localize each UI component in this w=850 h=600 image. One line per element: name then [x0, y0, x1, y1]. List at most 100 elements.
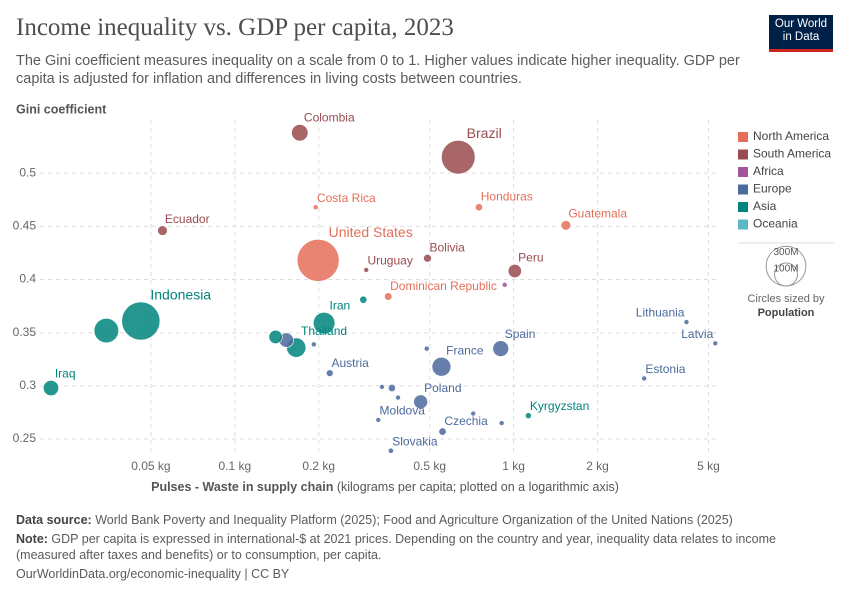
legend-label: Asia: [753, 199, 777, 213]
bubble: [475, 203, 483, 212]
legend-swatch: [738, 219, 748, 230]
bubble: [507, 264, 522, 279]
y-tick-label: 0.3: [19, 378, 36, 392]
bubble: [498, 420, 505, 426]
point-label: Poland: [424, 381, 461, 395]
chart-subtitle: The Gini coefficient measures inequality…: [16, 53, 740, 87]
point-label: Austria: [331, 356, 369, 370]
point-label: Ecuador: [165, 212, 210, 226]
chart: Gini coefficient Pulses - Waste in suppl…: [13, 102, 834, 494]
bubble: [470, 410, 476, 417]
bubble: [712, 340, 719, 347]
bubble: [560, 220, 572, 231]
point-label: Dominican Republic: [390, 279, 497, 293]
url[interactable]: OurWorldinData.org/economic-inequality |…: [16, 567, 290, 581]
point-label: Iraq: [55, 366, 76, 380]
point-label: Iran: [330, 298, 351, 312]
x-tick-label: 0.1 kg: [218, 459, 251, 473]
point-label: France: [446, 343, 484, 357]
bubble: [492, 340, 509, 357]
x-tick-label: 5 kg: [697, 459, 720, 473]
x-tick-label: 0.2 kg: [302, 459, 335, 473]
point-label: Indonesia: [150, 287, 211, 303]
bubble: [359, 295, 368, 304]
point-label: Slovakia: [392, 434, 438, 448]
bubble: [641, 375, 647, 382]
legend-swatch: [738, 184, 748, 195]
bubble: [441, 140, 476, 175]
logo[interactable]: Our World in Data: [769, 15, 833, 52]
x-tick-label: 0.5 kg: [413, 459, 446, 473]
legend-label: North America: [753, 129, 829, 143]
bubble: [525, 412, 532, 419]
bubble: [363, 267, 370, 273]
x-tick-label: 0.05 kg: [131, 459, 170, 473]
note-text: GDP per capita is expressed in internati…: [16, 532, 776, 562]
size-legend-variable: Population: [758, 307, 815, 319]
legend-swatch: [738, 149, 748, 160]
point-label: Brazil: [467, 125, 502, 141]
bubble: [431, 356, 452, 377]
x-axis-label-rest: (kilograms per capita; plotted on a loga…: [333, 480, 619, 494]
bubble: [312, 312, 336, 335]
size-legend-circle: [774, 262, 798, 287]
point-label: Thailand: [301, 324, 347, 338]
legend-swatch: [738, 167, 748, 177]
legend-label: South America: [753, 147, 831, 161]
point-label: United States: [329, 224, 413, 240]
bubble: [683, 319, 690, 325]
bubble: [296, 239, 340, 282]
x-tick-label: 1 kg: [502, 459, 525, 473]
bubble: [423, 345, 430, 352]
bubble: [312, 204, 319, 211]
bubble: [121, 301, 161, 341]
size-legend-caption: Circles sized by: [747, 293, 825, 305]
bubble: [375, 417, 382, 423]
point-label: Costa Rica: [317, 191, 376, 205]
y-tick-label: 0.35: [13, 325, 37, 339]
size-legend-label: 100M: [773, 264, 798, 275]
bubble: [326, 369, 334, 377]
x-axis-label-bold: Pulses - Waste in supply chain: [151, 480, 333, 494]
legend-label: Oceania: [753, 217, 798, 231]
bubble: [93, 317, 119, 344]
x-tick-label: 2 kg: [586, 459, 609, 473]
logo-line: in Data: [782, 31, 820, 43]
legend-swatch: [738, 132, 748, 142]
point-label: Czechia: [444, 414, 488, 428]
point-label: Uruguay: [367, 254, 412, 268]
y-tick-label: 0.25: [13, 431, 37, 445]
point-label: Spain: [505, 327, 536, 341]
y-tick-label: 0.4: [19, 272, 36, 286]
bubble: [42, 380, 59, 396]
bubble: [268, 329, 283, 344]
point-label: Honduras: [481, 190, 533, 204]
point-label: Estonia: [645, 362, 685, 376]
bubble: [291, 124, 309, 142]
point-label: Latvia: [681, 327, 713, 341]
y-tick-label: 0.45: [13, 219, 37, 233]
point-label: Peru: [518, 250, 543, 264]
bubble: [387, 384, 396, 392]
bubble: [379, 384, 385, 390]
source: Data source: World Bank Poverty and Ineq…: [16, 512, 816, 528]
footer: Data source: World Bank Poverty and Ineq…: [16, 512, 816, 585]
size-legend-label: 300M: [773, 247, 798, 258]
source-label: Data source:: [16, 513, 92, 527]
point-label: Lithuania: [636, 306, 685, 320]
source-text: World Bank Poverty and Inequality Platfo…: [91, 513, 733, 527]
y-tick-label: 0.5: [19, 165, 36, 179]
note: Note: GDP per capita is expressed in int…: [16, 531, 816, 563]
chart-title: Income inequality vs. GDP per capita, 20…: [16, 14, 454, 41]
y-axis-label: Gini coefficient: [16, 102, 107, 116]
x-axis-label: Pulses - Waste in supply chain (kilogram…: [151, 480, 619, 494]
point-label: Moldova: [380, 404, 426, 418]
bubble: [387, 447, 394, 454]
bubble: [413, 394, 428, 410]
bubble: [423, 253, 432, 263]
legend-label: Africa: [753, 164, 784, 178]
legend-swatch: [738, 202, 748, 212]
logo-line: Our World: [774, 18, 828, 30]
bubble: [310, 341, 317, 348]
